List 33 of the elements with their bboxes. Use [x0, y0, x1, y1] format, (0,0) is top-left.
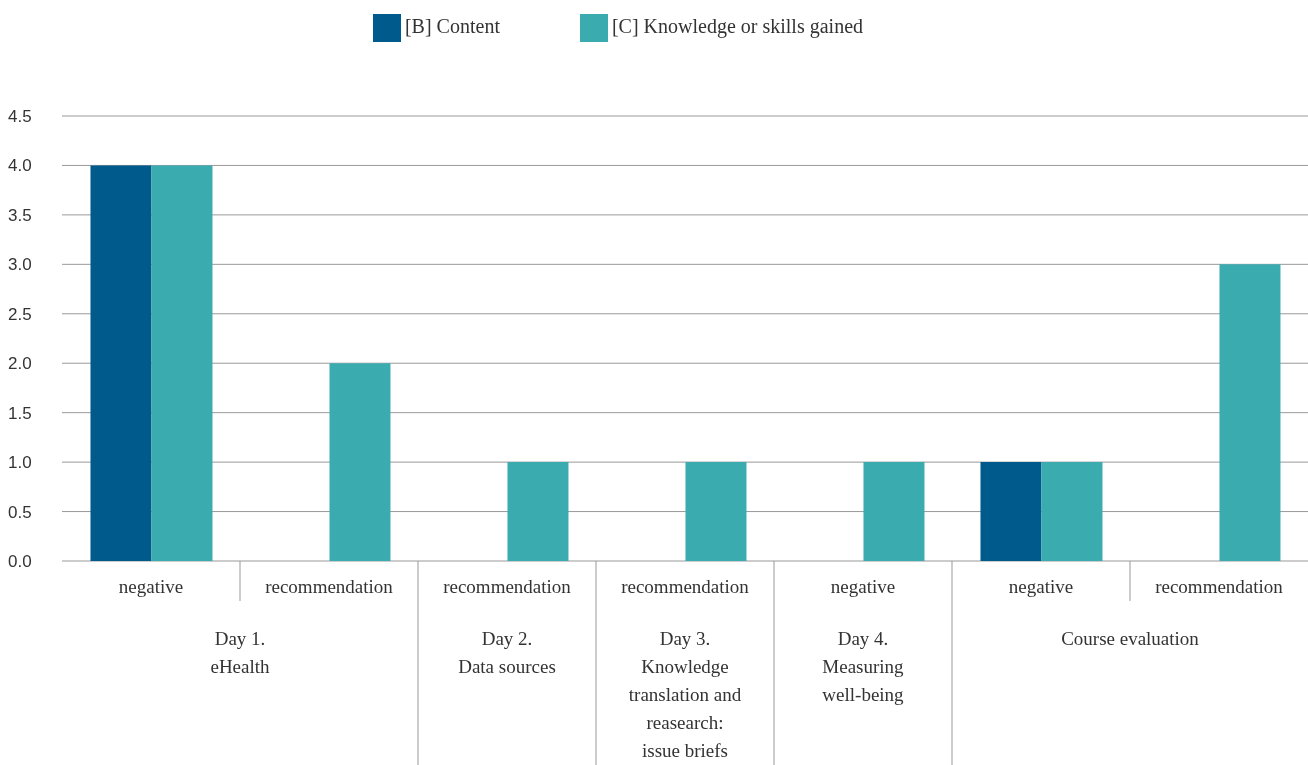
x-tick-label: negative	[118, 576, 184, 597]
y-tick-label: 4.5	[8, 107, 32, 127]
text: Day 2. Data sources	[458, 628, 556, 677]
bar	[329, 363, 391, 561]
text: Day 1. eHealth	[210, 628, 271, 677]
bar	[507, 462, 569, 561]
text: Day 3. Knowledge translation and reasearch: issue briefs	[628, 628, 742, 761]
legend-label: [B] Content	[404, 14, 500, 37]
bar	[90, 165, 152, 561]
y-tick-label: 3.5	[8, 205, 32, 225]
x-tick-label: recommendation	[1155, 576, 1284, 597]
text: Day 4. Measuring well-being	[822, 628, 905, 705]
bar	[685, 462, 747, 561]
x-tick-label: recommendation	[265, 576, 394, 597]
x-tick-label: recommendation	[621, 576, 750, 597]
y-tick-label: 2.5	[8, 304, 32, 324]
bar	[980, 462, 1042, 561]
bar	[1041, 462, 1103, 561]
y-tick-label: 0.0	[8, 552, 32, 572]
x-tick-label: negative	[830, 576, 896, 597]
bar	[151, 165, 213, 561]
bar	[863, 462, 925, 561]
legend-label: [C] Knowledge or skills gained	[611, 14, 864, 37]
x-tick-label: negative	[1008, 576, 1074, 597]
y-tick-label: 4.0	[8, 156, 32, 176]
y-tick-label: 1.5	[8, 403, 32, 423]
bar	[1219, 264, 1281, 561]
x-tick-label: recommendation	[443, 576, 572, 597]
y-tick-label: 1.0	[8, 453, 32, 473]
text: Course evaluation	[1061, 628, 1200, 649]
y-tick-label: 3.0	[8, 255, 32, 275]
y-tick-label: 2.0	[8, 354, 32, 374]
y-tick-label: 0.5	[8, 502, 32, 522]
